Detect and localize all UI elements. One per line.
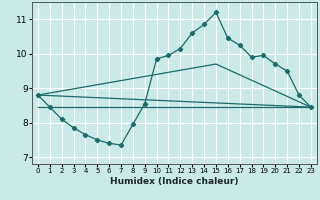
X-axis label: Humidex (Indice chaleur): Humidex (Indice chaleur) bbox=[110, 177, 239, 186]
